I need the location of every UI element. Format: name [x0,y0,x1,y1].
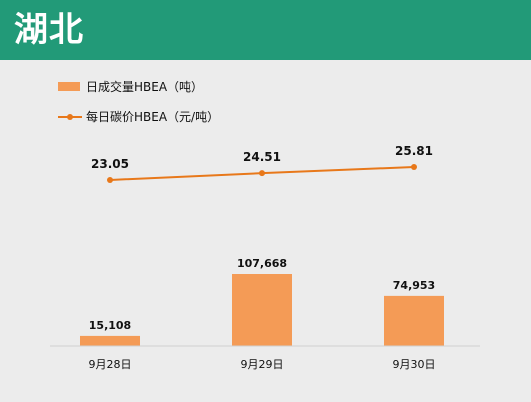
legend-item-volume: 日成交量HBEA（吨） [58,78,203,95]
legend-item-price: 每日碳价HBEA（元/吨） [58,108,219,125]
bar-value-label-1: 15,108 [89,319,131,332]
legend-line-swatch [58,111,82,123]
bar-value-label-2: 107,668 [237,257,287,270]
legend-bar-label: 日成交量HBEA（吨） [86,80,204,94]
x-tick-label-2: 9月29日 [241,358,284,371]
price-value-label-2: 24.51 [243,150,281,164]
price-value-label-3: 25.81 [395,144,433,158]
page-title: 湖北 [14,10,84,50]
price-value-label-1: 23.05 [91,157,129,171]
x-tick-label-3: 9月30日 [393,358,436,371]
bar-3 [384,295,444,346]
bar-value-label-3: 74,953 [393,279,435,292]
x-tick-label-1: 9月28日 [89,358,132,371]
legend-line-label: 每日碳价HBEA（元/吨） [86,110,220,124]
price-point-2 [259,170,265,177]
bar-2 [232,274,292,346]
price-point-3 [411,164,417,170]
header-banner: 湖北 [0,0,531,60]
legend-bar-swatch [58,82,80,91]
bar-1 [80,335,140,346]
price-point-1 [107,177,113,183]
